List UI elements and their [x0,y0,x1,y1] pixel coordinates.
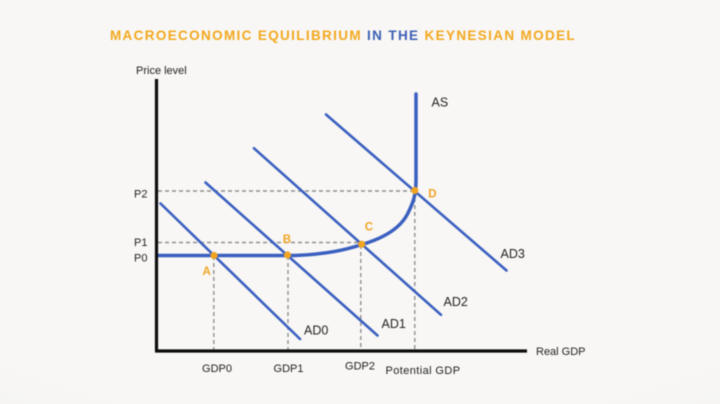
svg-text:AD3: AD3 [501,247,525,261]
svg-text:B: B [283,234,291,246]
svg-text:P1: P1 [134,237,147,249]
svg-text:GDP0: GDP0 [202,363,232,375]
svg-text:AD2: AD2 [444,295,468,309]
svg-text:A: A [203,266,211,278]
svg-text:Price level: Price level [136,65,187,77]
svg-text:AS: AS [432,96,449,110]
svg-text:P2: P2 [134,189,147,201]
svg-text:MACROECONOMIC EQUILIBRIUM IN T: MACROECONOMIC EQUILIBRIUM IN THE KEYNESI… [110,28,576,43]
svg-text:D: D [428,189,436,201]
svg-text:Potential GDP: Potential GDP [386,365,461,377]
svg-text:C: C [365,222,373,234]
svg-text:GDP2: GDP2 [345,361,375,373]
svg-text:Real GDP: Real GDP [536,346,586,358]
svg-text:AD0: AD0 [304,324,328,338]
svg-text:P0: P0 [134,253,147,265]
svg-text:AD1: AD1 [382,317,406,331]
svg-text:GDP1: GDP1 [274,363,304,375]
